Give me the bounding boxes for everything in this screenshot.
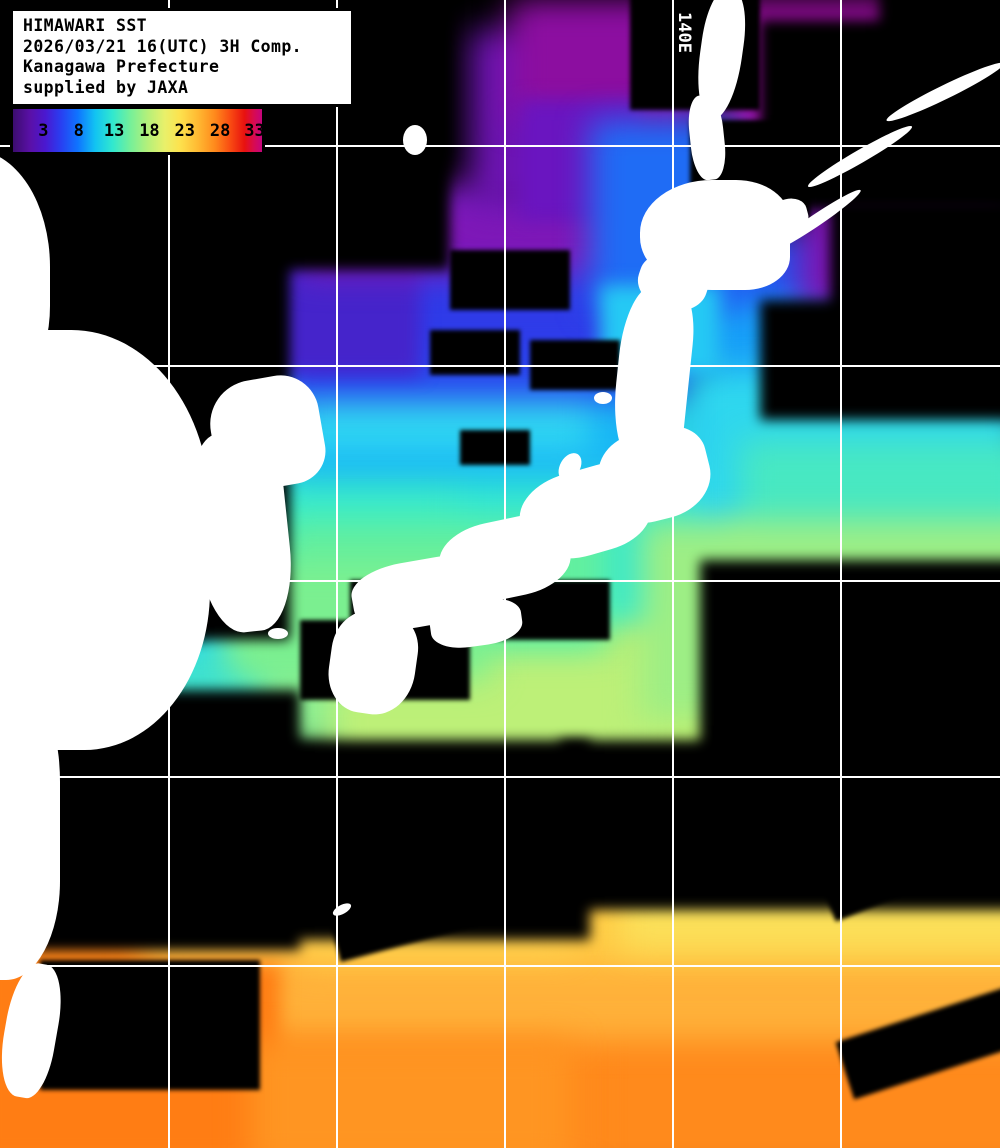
grid-line-horizontal-5 — [0, 965, 1000, 967]
title-line-datetime: 2026/03/21 16(UTC) 3H Comp. — [23, 36, 303, 56]
colorbar-tick-3: 3 — [38, 120, 49, 141]
colorbar-tick-23: 23 — [174, 120, 196, 141]
land-jeju-island — [268, 628, 288, 639]
grid-line-vertical-4 — [672, 0, 674, 1148]
grid-label-140e: 140E — [674, 12, 694, 53]
grid-line-vertical-1 — [168, 0, 170, 1148]
land-ulleungdo — [403, 125, 427, 155]
grid-line-horizontal-3 — [0, 580, 1000, 582]
grid-line-vertical-3 — [504, 0, 506, 1148]
land-sado-island — [594, 392, 612, 404]
title-line-region: Kanagawa Prefecture — [23, 57, 220, 76]
cloud-mask-central-pacific — [700, 560, 1000, 770]
colorbar-tick-13: 13 — [103, 120, 125, 141]
grid-line-horizontal-1 — [0, 145, 1000, 147]
colorbar-tick-33: 33 — [244, 120, 265, 141]
cloud-mask-sea-of-japan-patch3 — [460, 430, 530, 465]
grid-label-40n: 40N — [6, 355, 37, 375]
sst-colorbar: 3 8 13 18 23 28 33 — [10, 106, 265, 155]
title-line-product: HIMAWARI SST — [23, 16, 148, 35]
land-continent-asia — [0, 330, 210, 750]
grid-line-horizontal-2 — [0, 365, 1000, 367]
grid-line-horizontal-4 — [0, 776, 1000, 778]
colorbar-tick-8: 8 — [73, 120, 84, 141]
colorbar-tick-28: 28 — [209, 120, 231, 141]
colorbar-tick-labels: 3 8 13 18 23 28 33 — [13, 109, 265, 152]
cloud-mask-north-honshu — [450, 250, 570, 310]
title-line-supplier: supplied by JAXA — [23, 77, 189, 97]
land-izu-peninsula — [610, 512, 632, 538]
cloud-mask-offshore-tohoku — [760, 300, 1000, 420]
title-box: HIMAWARI SST 2026/03/21 16(UTC) 3H Comp.… — [10, 8, 354, 107]
grid-line-vertical-2 — [336, 0, 338, 1148]
cloud-mask-taiwan-strait — [40, 960, 260, 1090]
sst-region-deep-orange-patch — [250, 1040, 570, 1148]
grid-line-vertical-5 — [840, 0, 842, 1148]
colorbar-tick-18: 18 — [139, 120, 160, 141]
cloud-mask-sea-of-japan-patch1 — [430, 330, 520, 375]
